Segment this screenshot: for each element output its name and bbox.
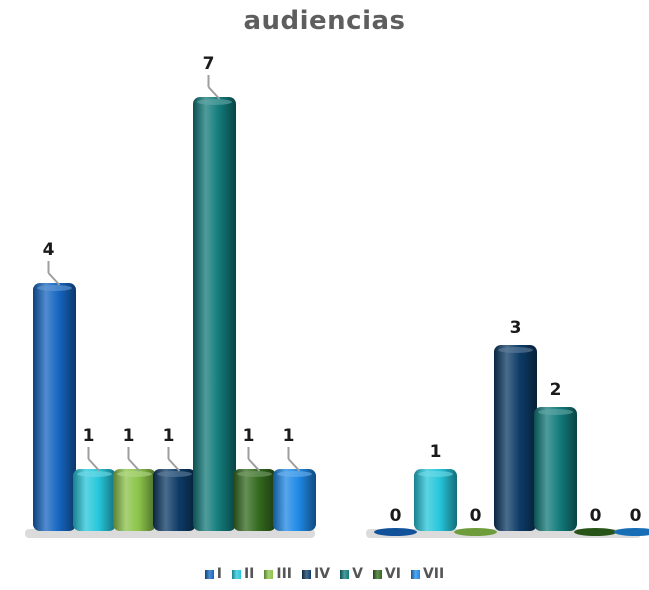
legend-label: IV [314,566,331,582]
leader-line [247,458,261,472]
legend-item: V [340,566,363,582]
data-label: 4 [43,240,55,260]
data-label: 2 [550,380,562,400]
bar-IV-group2 [494,345,537,531]
bar-highlight [277,471,312,477]
floor-shadow [25,529,315,538]
legend-swatch [302,569,312,579]
bar-highlight [538,409,573,415]
data-label: 0 [630,506,642,526]
legend-label: I [216,566,222,582]
legend: I II III IV V VI VII [0,566,649,582]
bar-highlight [197,99,232,105]
bar-VI-group1 [233,469,276,531]
data-label: 1 [430,442,442,462]
legend-item: VII [410,566,445,582]
leader-line [127,458,141,472]
legend-item: I [204,566,222,582]
legend-item: IV [302,566,330,582]
bar-I-group2 [374,528,417,536]
data-label: 3 [510,318,522,338]
data-label: 1 [163,426,175,446]
data-label: 0 [590,506,602,526]
leader-line [287,458,301,472]
data-label: 1 [123,426,135,446]
legend-label: VII [422,566,445,582]
bar-VII-group1 [273,469,316,531]
legend-label: VI [384,566,401,582]
bar-highlight [418,471,453,477]
data-label: 0 [390,506,402,526]
leader-line [87,458,101,472]
bar-highlight [77,471,112,477]
bar-II-group2 [414,469,457,531]
leader-line [207,86,221,100]
legend-swatch [231,569,241,579]
bar-highlight [237,471,272,477]
chart-plot: 4 1 1 1 7 1 1 0 1 0 3 2 0 0 [25,54,649,538]
bar-III-group2 [454,528,497,536]
floor-shadow [366,529,641,538]
legend-label: III [276,566,293,582]
bar-IV-group1 [153,469,196,531]
legend-item: VI [372,566,401,582]
legend-swatch [264,569,274,579]
leader-line [167,458,181,472]
chart-title: audiencias [243,6,406,36]
data-label: 1 [243,426,255,446]
legend-item: III [264,566,292,582]
bar-I-group1 [33,283,76,531]
legend-swatch [204,569,214,579]
data-label: 0 [470,506,482,526]
bar-V-group2 [534,407,577,531]
data-label: 1 [283,426,295,446]
bar-II-group1 [73,469,116,531]
bar-highlight [117,471,152,477]
bar-V-group1 [193,97,236,531]
bar-highlight [37,285,72,291]
bar-III-group1 [113,469,156,531]
bar-VII-group2 [614,528,649,536]
bar-highlight [498,347,533,353]
bar-VI-group2 [574,528,617,536]
legend-label: II [243,566,255,582]
legend-swatch [410,569,420,579]
legend-item: II [231,566,255,582]
data-label: 1 [83,426,95,446]
legend-swatch [372,569,382,579]
legend-swatch [340,569,350,579]
bar-highlight [157,471,192,477]
data-label: 7 [203,54,215,74]
leader-line [47,272,61,286]
legend-label: V [352,566,363,582]
